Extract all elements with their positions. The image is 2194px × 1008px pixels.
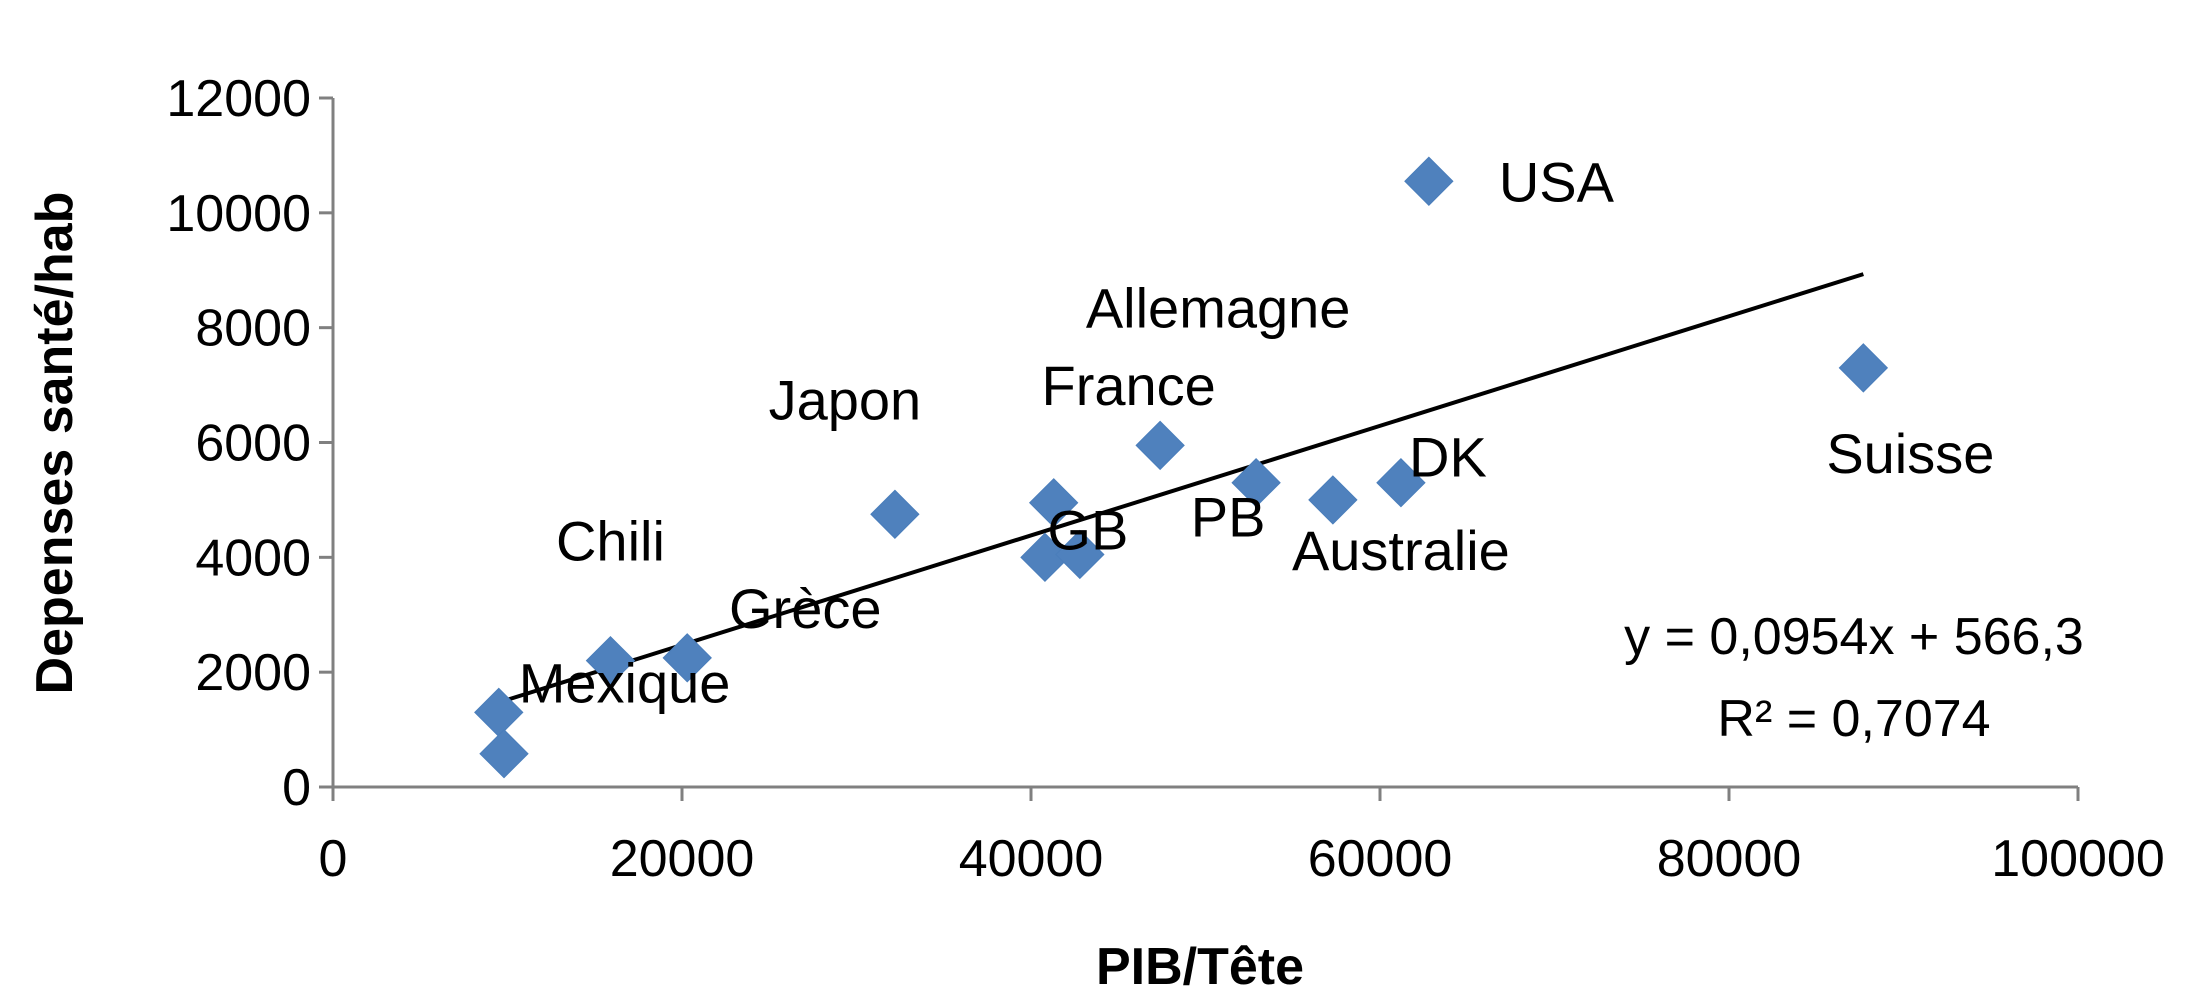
point-label: Chili [556, 510, 665, 573]
point-label: Australie [1292, 519, 1510, 582]
point-label: USA [1499, 150, 1615, 213]
y-tick-label: 12000 [166, 70, 311, 128]
trendline-r-squared: R² = 0,7074 [1717, 690, 1990, 748]
x-axis-title: PIB/Tête [1096, 938, 1304, 996]
point-label: Allemagne [1086, 276, 1351, 339]
x-tick-label: 40000 [959, 830, 1104, 888]
trendline [498, 272, 1864, 705]
data-points [474, 156, 1889, 779]
data-point [870, 489, 920, 539]
trendline-equation: y = 0,0954x + 566,3 [1624, 608, 2084, 666]
y-tick-label: 2000 [195, 644, 311, 702]
data-point [1055, 529, 1105, 580]
point-labels: Mexique Chili Grèce Japon France GB Allemagne P… [519, 150, 1995, 714]
point-label: PB [1191, 486, 1266, 549]
data-point [585, 635, 636, 686]
data-point [1135, 420, 1185, 471]
axes: 0 2000 4000 6000 8000 10000 12000 0 20000 40000 60… [166, 70, 2164, 888]
data-point [1308, 475, 1358, 525]
data-point [1404, 156, 1454, 206]
point-label: Suisse [1826, 422, 1994, 485]
x-tick-label: 80000 [1657, 830, 1802, 888]
data-point [1028, 478, 1079, 528]
y-tick-label: 8000 [195, 300, 311, 358]
y-tick-label: 4000 [195, 529, 311, 587]
data-point [1231, 457, 1281, 508]
x-tick-label: 0 [319, 830, 348, 888]
point-label: France [1042, 354, 1216, 417]
data-point [1838, 343, 1889, 393]
data-point [662, 633, 712, 683]
x-tick-label: 20000 [610, 830, 755, 888]
y-tick-label: 0 [282, 759, 311, 817]
point-label: DK [1409, 426, 1487, 489]
trendline-group [498, 272, 1864, 705]
point-label: GB [1047, 498, 1128, 561]
x-tick-label: 100000 [1991, 830, 2165, 888]
x-tick-label: 60000 [1308, 830, 1453, 888]
point-label: Mexique [519, 651, 731, 714]
y-tick-label: 10000 [166, 185, 311, 243]
data-point [479, 728, 529, 779]
point-label: Grèce [729, 577, 882, 640]
y-axis-title: Depenses santé/hab [26, 192, 84, 695]
data-point [1376, 457, 1426, 508]
point-label: Japon [769, 368, 922, 431]
y-tick-label: 6000 [195, 415, 311, 473]
